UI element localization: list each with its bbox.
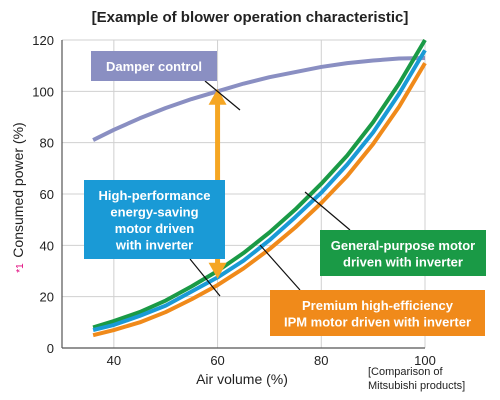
leader-line <box>304 191 351 231</box>
series-line-1 <box>92 38 427 330</box>
annotation-box-bg <box>91 51 217 81</box>
y-axis-label: Consumed power (%) <box>10 122 26 257</box>
y-tick-label: 120 <box>32 33 54 48</box>
comparison-note-line: Mitsubishi products] <box>368 380 465 392</box>
series-line-3 <box>92 62 427 338</box>
annotation-text: IPM motor driven with inverter <box>284 314 471 329</box>
chart-title: [Example of blower operation characteris… <box>92 9 409 26</box>
comparison-note-line: [Comparison of <box>368 366 444 378</box>
axes <box>61 40 425 349</box>
leader-line <box>259 244 301 291</box>
y-tick-label: 100 <box>32 84 54 99</box>
annotation-boxes: Damper control High-performanceenergy-sav… <box>84 51 486 336</box>
arrow-head-down <box>208 262 227 279</box>
leader-line <box>189 258 221 297</box>
annotation-box-0: Damper control <box>91 51 241 111</box>
y-tick-label: 80 <box>40 136 54 151</box>
comparison-note: [Comparison of Mitsubishi products] <box>368 366 465 392</box>
x-axis-label: Air volume (%) <box>196 371 288 387</box>
annotation-text: driven with inverter <box>343 254 463 269</box>
series-line-0 <box>92 55 426 142</box>
annotation-text: General-purpose motor <box>331 238 475 253</box>
annotation-text: with inverter <box>115 237 193 252</box>
arrow-head-up <box>208 88 227 105</box>
x-tick-label: 80 <box>314 353 328 368</box>
series-lines <box>92 38 427 338</box>
y-axis-footnote-mark: *1 <box>15 263 26 273</box>
annotation-text: Damper control <box>106 59 202 74</box>
y-tick-label: 40 <box>40 238 54 253</box>
annotation-box-bg <box>84 180 225 259</box>
x-tick-label: 40 <box>107 353 121 368</box>
series-line-2 <box>92 49 427 332</box>
annotation-box-bg <box>320 230 486 276</box>
x-tick-label: 60 <box>210 353 224 368</box>
leader-line <box>204 80 241 111</box>
y-tick-label: 20 <box>40 290 54 305</box>
annotation-box-bg <box>270 290 485 336</box>
annotation-text: energy-saving <box>110 204 198 219</box>
annotation-text: High-performance <box>99 188 211 203</box>
y-tick-label: 60 <box>40 187 54 202</box>
annotation-text: motor driven <box>115 221 195 236</box>
tick-labels: 0 20 40 60 80 100 120 40 60 80 100 <box>32 33 436 368</box>
annotation-text: Premium high-efficiency <box>302 298 454 313</box>
y-tick-label: 0 <box>47 341 54 356</box>
x-tick-label: 100 <box>414 353 436 368</box>
